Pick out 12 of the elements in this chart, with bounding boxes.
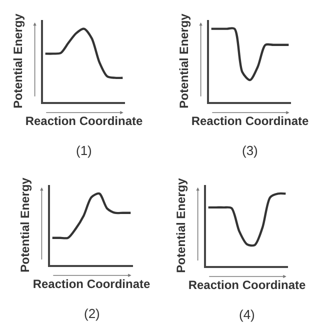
text: (1) — [76, 143, 92, 158]
text: (3) — [242, 143, 258, 158]
y-axis-title: Potential Energy — [18, 177, 32, 272]
y-axis-title: Potential Energy — [177, 13, 192, 108]
x-axis-title: Reaction Coordinate — [32, 277, 150, 292]
text: (2) — [84, 306, 100, 321]
x-axis-title: Reaction Coordinate — [191, 114, 309, 128]
text: (4) — [239, 307, 255, 322]
x-axis-title: Reaction Coordinate — [25, 114, 143, 128]
y-axis-title: Potential Energy — [174, 178, 188, 273]
y-axis-title: Potential Energy — [11, 13, 26, 108]
x-axis-title: Reaction Coordinate — [188, 278, 306, 292]
